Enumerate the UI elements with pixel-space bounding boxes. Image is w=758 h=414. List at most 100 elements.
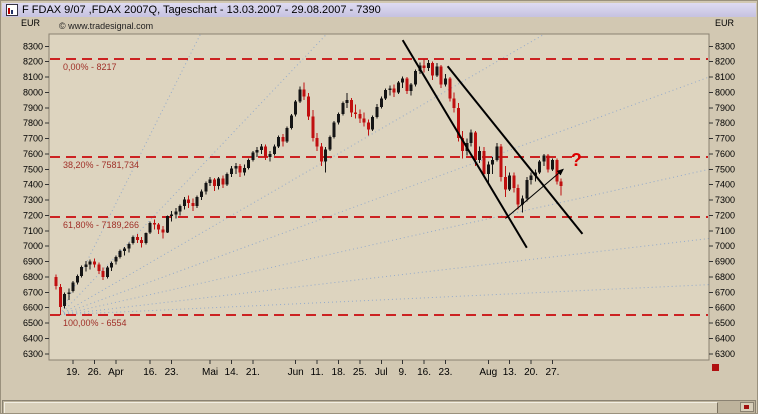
candle-body: [491, 160, 495, 165]
candle-body: [255, 150, 259, 153]
x-axis-label: Jul: [375, 367, 388, 378]
y-axis-label-right: 6400: [715, 333, 735, 343]
candle-body: [97, 264, 101, 271]
candle-body: [448, 78, 452, 99]
scrollbar-thumb[interactable]: [4, 402, 718, 413]
candle-body: [217, 178, 221, 187]
candle-body: [439, 66, 443, 85]
fib-label: 61,80% - 7189,266: [63, 220, 139, 230]
candle-body: [379, 98, 383, 108]
candle-body: [272, 146, 276, 154]
y-axis-label-right: 7900: [715, 103, 735, 113]
candle-body: [140, 240, 144, 244]
candle-body: [538, 161, 542, 173]
y-axis-label-left: 7500: [23, 164, 43, 174]
candle-body: [311, 116, 315, 138]
y-axis-label-left: 6800: [23, 272, 43, 282]
candle-body: [354, 112, 358, 114]
candle-body: [191, 203, 195, 207]
y-axis-label-left: 6400: [23, 333, 43, 343]
candle-body: [555, 160, 559, 182]
candle-body: [375, 107, 379, 118]
candle-body: [414, 70, 418, 85]
candle-body: [268, 153, 272, 158]
candle-body: [135, 236, 139, 241]
candle-body: [110, 263, 114, 268]
candle-body: [336, 113, 340, 123]
y-axis-label-left: 7300: [23, 195, 43, 205]
candle-body: [285, 127, 289, 142]
trend-channel-line: [446, 65, 584, 235]
candle-body: [264, 146, 268, 158]
candle-body: [516, 187, 520, 205]
candle-body: [88, 261, 92, 265]
candle-body: [238, 166, 242, 173]
horizontal-scrollbar[interactable]: [2, 400, 756, 413]
y-axis-label-left: 6900: [23, 257, 43, 267]
candle-body: [212, 179, 216, 187]
fib-label: 38,20% - 7581,734: [63, 160, 139, 170]
candle-body: [148, 223, 152, 233]
x-axis-label: 21.: [246, 367, 260, 378]
candle-body: [182, 199, 186, 207]
candle-body: [349, 100, 353, 113]
eur-label-right: EUR: [715, 18, 735, 28]
candle-body: [401, 78, 405, 83]
y-axis-label-right: 8300: [715, 41, 735, 51]
y-axis-label-right: 6700: [715, 287, 735, 297]
scrollbar-corner: [740, 402, 754, 412]
candle-body: [529, 175, 533, 181]
y-axis-label-right: 7000: [715, 241, 735, 251]
y-axis-label-left: 7900: [23, 103, 43, 113]
x-axis-label: 11.: [310, 367, 323, 378]
y-axis-label-left: 7000: [23, 241, 43, 251]
y-axis-label-right: 7300: [715, 195, 735, 205]
candle-body: [302, 89, 306, 97]
candle-body: [200, 191, 204, 197]
candle-body: [461, 137, 465, 151]
x-axis-label: Jun: [288, 367, 304, 378]
y-axis-label-right: 6600: [715, 303, 735, 313]
x-axis-label: 9.: [399, 367, 407, 378]
candle-body: [422, 65, 426, 68]
fan-line: [60, 34, 546, 316]
y-axis-label-left: 7100: [23, 226, 43, 236]
candle-body: [392, 88, 396, 93]
candle-body: [482, 150, 486, 174]
y-axis-label-left: 7600: [23, 149, 43, 159]
candle-body: [178, 206, 182, 212]
candle-body: [456, 107, 460, 138]
candle-body: [127, 243, 131, 249]
candle-body: [251, 152, 255, 161]
y-axis-label-right: 6300: [715, 349, 735, 359]
candle-body: [525, 180, 529, 199]
candle-body: [294, 101, 298, 115]
eur-label-left: EUR: [21, 18, 41, 28]
y-axis-label-right: 6800: [715, 272, 735, 282]
candle-body: [521, 198, 525, 205]
candle-body: [242, 167, 246, 173]
candle-body: [157, 224, 161, 230]
window-titlebar[interactable]: F FDAX 9/07 ,FDAX 2007Q, Tageschart - 13…: [2, 3, 756, 17]
y-axis-label-right: 7400: [715, 180, 735, 190]
candle-body: [409, 84, 413, 91]
candle-body: [118, 250, 122, 257]
y-axis-label-left: 6600: [23, 303, 43, 313]
y-axis-label-right: 6500: [715, 318, 735, 328]
candle-body: [384, 90, 388, 99]
candle-body: [208, 179, 212, 184]
candle-body: [105, 267, 109, 277]
price-chart[interactable]: ? 0,00% - 8217 38,20% - 7581,734 61,80% - 7…: [1, 16, 758, 394]
candle-body: [229, 168, 233, 174]
candle-body: [54, 276, 58, 287]
question-mark-annotation: ?: [571, 150, 582, 170]
x-axis-label: 14.: [225, 367, 239, 378]
window-title: F FDAX 9/07 ,FDAX 2007Q, Tageschart - 13…: [22, 4, 381, 16]
x-axis-label: 27.: [546, 367, 560, 378]
x-axis-label: 13.: [503, 367, 517, 378]
fan-line: [60, 238, 709, 316]
candle-body: [426, 63, 430, 68]
candle-body: [152, 223, 156, 225]
candle-body: [546, 155, 550, 170]
candle-body: [371, 117, 375, 130]
